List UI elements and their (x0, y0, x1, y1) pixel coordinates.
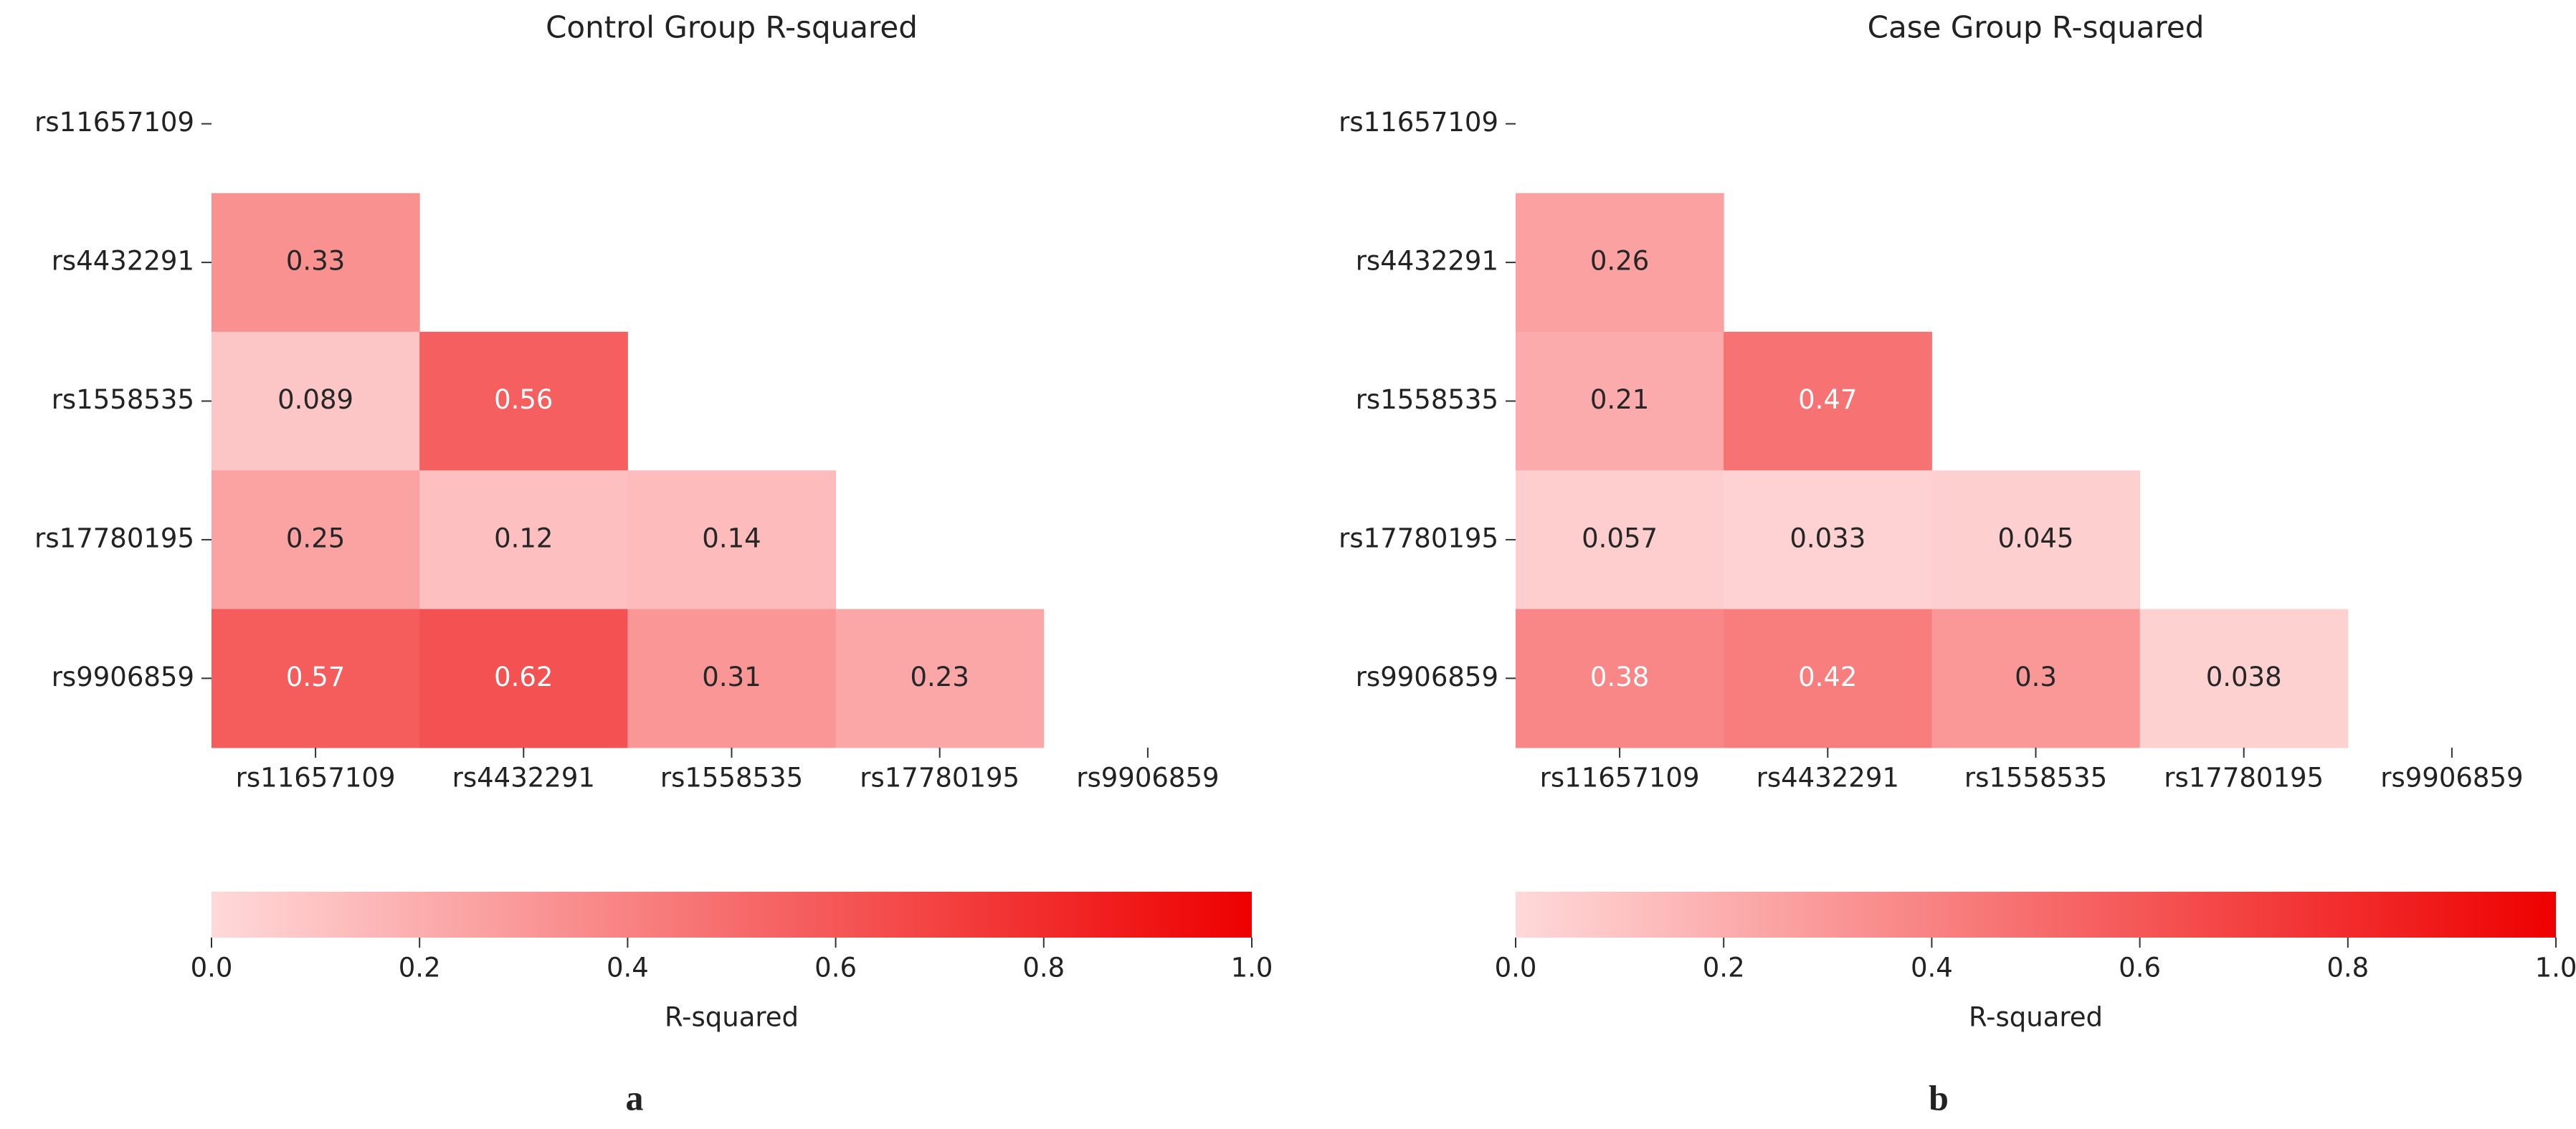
heatmap-cell (1724, 470, 1932, 610)
cell-label: 0.033 (1790, 523, 1866, 553)
cell-label: 0.42 (1798, 662, 1857, 692)
cell-label: 0.3 (2015, 662, 2057, 692)
y-tick-label: rs1558535 (52, 384, 194, 415)
y-tick-label: rs17780195 (1339, 523, 1498, 553)
y-tick-label: rs4432291 (1356, 246, 1498, 277)
heatmap-cell (2139, 609, 2349, 748)
colorbar-tick-label: 0.6 (2119, 953, 2161, 983)
cell-label: 0.38 (1590, 662, 1649, 692)
cell-label: 0.57 (286, 662, 345, 692)
cell-label: 0.038 (2206, 662, 2282, 692)
cell-label: 0.56 (494, 384, 553, 415)
y-tick-label: rs17780195 (34, 523, 194, 553)
cell-label: 0.21 (1590, 384, 1649, 415)
x-tick-label: rs9906859 (1076, 763, 1219, 794)
heatmap-cell (419, 470, 628, 610)
colorbar-tick-label: 0.4 (607, 953, 649, 983)
chart-title: Case Group R-squared (1868, 10, 2205, 45)
heatmap-cell (1516, 331, 1724, 471)
colorbar-tick-label: 0.4 (1911, 953, 1953, 983)
y-tick-label: rs11657109 (1339, 107, 1498, 138)
cell-label: 0.47 (1798, 384, 1857, 415)
y-tick-label: rs11657109 (34, 107, 194, 138)
chart-title: Control Group R-squared (546, 10, 918, 45)
cell-label: 0.25 (286, 523, 345, 553)
cell-label: 0.33 (286, 246, 345, 277)
x-tick-label: rs1558535 (1964, 763, 2107, 794)
heatmap-cell (1516, 193, 1724, 333)
y-tick-label: rs9906859 (1356, 662, 1498, 692)
cell-label: 0.089 (277, 384, 353, 415)
cell-label: 0.31 (702, 662, 761, 692)
heatmap-cell (419, 331, 628, 471)
y-tick-label: rs1558535 (1356, 384, 1498, 415)
x-tick-label: rs11657109 (236, 763, 396, 794)
cell-label: 0.62 (494, 662, 553, 692)
heatmap-cell (835, 609, 1045, 748)
colorbar-tick-label: 0.8 (1022, 953, 1065, 983)
colorbar-tick-label: 1.0 (2535, 953, 2576, 983)
colorbar-tick-label: 0.2 (399, 953, 441, 983)
colorbar-tick-label: 0.0 (1495, 953, 1537, 983)
heatmap-cell (212, 331, 420, 471)
heatmap-cell (212, 193, 420, 333)
heatmap-cell (627, 609, 837, 748)
heatmap-cell (627, 470, 837, 610)
panel-label: b (1929, 1077, 1949, 1118)
heatmap-cell (1931, 609, 2141, 748)
heatmap-cell (1724, 609, 1932, 748)
y-tick-label: rs9906859 (52, 662, 194, 692)
x-tick-label: rs17780195 (860, 763, 1020, 794)
x-tick-label: rs9906859 (2380, 763, 2523, 794)
panel-label: a (626, 1077, 644, 1118)
cell-label: 0.12 (494, 523, 553, 553)
colorbar-tick-label: 0.2 (1703, 953, 1745, 983)
cell-label: 0.26 (1590, 246, 1649, 277)
heatmap-cell (212, 470, 420, 610)
cell-label: 0.23 (911, 662, 969, 692)
x-tick-label: rs1558535 (660, 763, 803, 794)
y-tick-label: rs4432291 (52, 246, 194, 277)
cell-label: 0.045 (1998, 523, 2074, 553)
heatmap-cell (1724, 331, 1932, 471)
colorbar-tick-label: 0.0 (191, 953, 233, 983)
colorbar (1516, 892, 2556, 938)
x-tick-label: rs4432291 (1757, 763, 1899, 794)
heatmap-cell (1516, 609, 1724, 748)
heatmap-cell (212, 609, 420, 748)
colorbar-tick-label: 0.6 (814, 953, 857, 983)
x-tick-label: rs17780195 (2164, 763, 2324, 794)
heatmap-cell (419, 609, 628, 748)
colorbar-tick-label: 1.0 (1231, 953, 1273, 983)
heatmap-cell (1931, 470, 2141, 610)
cell-label: 0.057 (1582, 523, 1658, 553)
colorbar-label: R-squared (1969, 1002, 2103, 1033)
colorbar (212, 892, 1252, 938)
cell-label: 0.14 (702, 523, 761, 553)
x-tick-label: rs4432291 (452, 763, 595, 794)
colorbar-tick-label: 0.8 (2327, 953, 2369, 983)
x-tick-label: rs11657109 (1540, 763, 1700, 794)
colorbar-label: R-squared (665, 1002, 799, 1033)
heatmap-cell (1516, 470, 1724, 610)
